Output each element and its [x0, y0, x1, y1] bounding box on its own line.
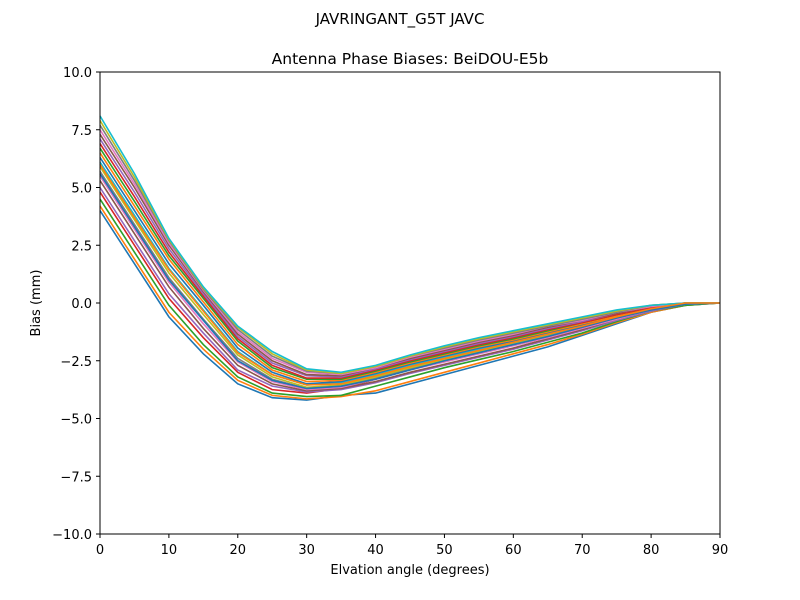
x-tick-label: 20	[230, 543, 247, 558]
x-tick-label: 60	[505, 543, 522, 558]
y-tick-label: 5.0	[71, 182, 92, 197]
plot-area: 0 10 20 30 40 50 60 70 80 90 −10.0 −7.5 −5.0 −2.5 0.0…	[52, 66, 728, 558]
x-tick-label: 10	[161, 543, 178, 558]
series-line	[99, 152, 720, 383]
y-tick-label: 7.5	[71, 124, 92, 139]
series-line	[99, 143, 720, 379]
x-tick-label: 0	[96, 543, 104, 558]
y-tick-label: 2.5	[71, 239, 92, 254]
series-line	[99, 205, 721, 400]
y-tick-label: −7.5	[60, 470, 92, 485]
chart-title: Antenna Phase Biases: BeiDOU-E5b	[272, 50, 549, 68]
series-line	[99, 173, 721, 390]
series-layer	[99, 115, 721, 401]
x-axis-ticks: 0 10 20 30 40 50 60 70 80 90	[96, 534, 728, 558]
x-tick-label: 80	[643, 543, 660, 558]
y-tick-label: 10.0	[63, 66, 92, 81]
x-tick-label: 70	[574, 543, 591, 558]
x-axis-label: Elvation angle (degrees)	[330, 563, 489, 578]
series-line	[99, 163, 720, 386]
series-line	[99, 115, 720, 374]
x-tick-label: 50	[436, 543, 453, 558]
series-line	[99, 187, 721, 393]
y-tick-label: −10.0	[52, 528, 92, 543]
plot-frame	[99, 71, 721, 535]
y-axis-ticks: −10.0 −7.5 −5.0 −2.5 0.0 2.5 5.0 7.5 10.0	[52, 66, 100, 543]
series-line	[99, 198, 721, 398]
x-tick-label: 40	[367, 543, 384, 558]
y-tick-label: 0.0	[71, 297, 92, 312]
x-tick-label: 30	[298, 543, 315, 558]
series-line	[99, 210, 721, 401]
y-tick-label: −2.5	[60, 355, 92, 370]
y-axis-label: Bias (mm)	[29, 270, 44, 337]
x-tick-label: 90	[712, 543, 729, 558]
figure-suptitle: JAVRINGANT_G5T JAVC	[315, 10, 485, 29]
y-tick-label: −5.0	[60, 413, 92, 428]
